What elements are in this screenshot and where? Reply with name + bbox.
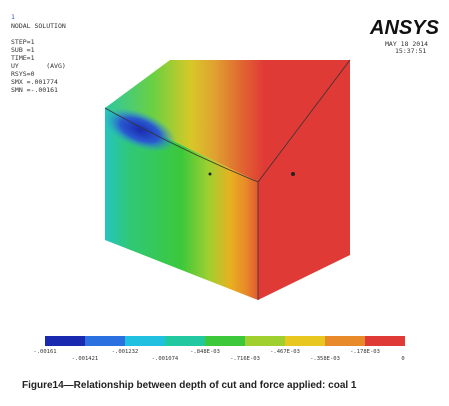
header-text: 1 NODAL SOLUTION STEP=1 SUB =1 TIME=1 UY… xyxy=(11,13,66,94)
legend-swatch xyxy=(205,336,245,346)
param: SUB =1 xyxy=(11,46,35,54)
time: 15:37:51 xyxy=(395,47,426,55)
right-face xyxy=(258,60,350,300)
param: TIME=1 xyxy=(11,54,35,62)
legend-label: -.001421 xyxy=(72,356,99,362)
marker xyxy=(291,172,295,176)
legend-label: 0 xyxy=(401,356,404,362)
legend-label: -.716E-03 xyxy=(230,356,260,362)
front-face xyxy=(105,108,258,300)
legend-label: -.358E-03 xyxy=(310,356,340,362)
legend-swatch xyxy=(325,336,365,346)
logo: ANSYS xyxy=(369,17,440,39)
legend-swatch xyxy=(125,336,165,346)
param: STEP=1 xyxy=(11,38,35,46)
param: UY (AVG) xyxy=(11,62,66,70)
marker xyxy=(208,172,212,176)
legend-swatch xyxy=(285,336,325,346)
title: NODAL SOLUTION xyxy=(11,22,66,30)
index: 1 xyxy=(11,13,15,21)
legend-swatch xyxy=(45,336,85,346)
legend-swatch xyxy=(365,336,405,346)
param: SMX =.001774 xyxy=(11,78,58,86)
legend-label: -.848E-03 xyxy=(190,349,220,355)
date: MAY 18 2014 xyxy=(385,40,428,48)
legend-swatch xyxy=(245,336,285,346)
legend-labels: -.00161 -.001232 -.848E-03 -.467E-03 -.1… xyxy=(33,349,404,362)
model xyxy=(104,59,351,300)
param: SMN =-.00161 xyxy=(11,86,58,94)
brand: ANSYS MAY 18 2014 15:37:51 xyxy=(369,17,440,55)
param: RSYS=0 xyxy=(11,70,35,78)
legend-label: -.467E-03 xyxy=(270,349,300,355)
blue-zone xyxy=(104,108,176,152)
legend-label: -.00161 xyxy=(33,349,56,355)
legend-label: -.178E-03 xyxy=(350,349,380,355)
caption: Figure14—Relationship between depth of c… xyxy=(22,380,357,391)
legend-swatch xyxy=(85,336,125,346)
legend-label: -.001232 xyxy=(112,349,139,355)
legend-bar xyxy=(45,336,405,346)
legend-swatch xyxy=(165,336,205,346)
legend-label: -.001074 xyxy=(152,356,179,362)
edges xyxy=(104,59,351,300)
top-face xyxy=(105,60,350,182)
